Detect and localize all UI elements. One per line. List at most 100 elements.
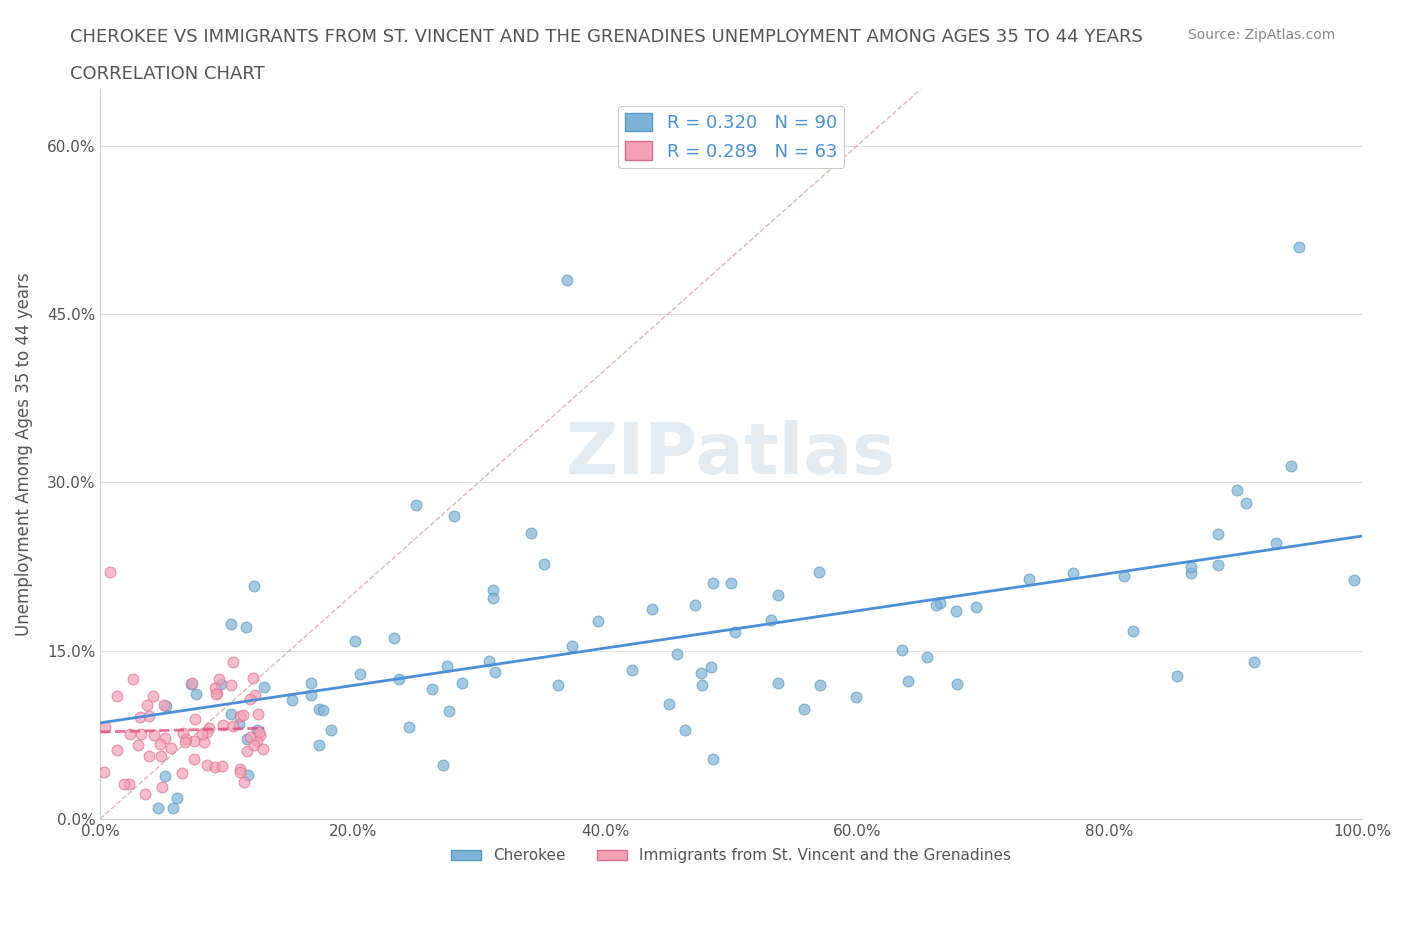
Immigrants from St. Vincent and the Grenadines [155,730,177,745]
Immigrants from St. Vincent and the Grenadines [129,710,152,724]
Cherokee [555,272,578,287]
Immigrants from St. Vincent and the Grenadines [184,711,207,726]
Immigrants from St. Vincent and the Grenadines [183,734,205,749]
Immigrants from St. Vincent and the Grenadines [193,735,215,750]
Cherokee [641,602,664,617]
Immigrants from St. Vincent and the Grenadines [229,762,252,777]
Immigrants from St. Vincent and the Grenadines [204,681,226,696]
Cherokee [451,675,474,690]
Cherokee [1343,573,1365,588]
Immigrants from St. Vincent and the Grenadines [98,565,121,579]
Cherokee [917,649,939,664]
Cherokee [245,723,267,737]
Cherokee [547,677,569,692]
Cherokee [1018,571,1040,586]
Immigrants from St. Vincent and the Grenadines [138,709,160,724]
Immigrants from St. Vincent and the Grenadines [195,757,218,772]
Cherokee [319,723,342,737]
Immigrants from St. Vincent and the Grenadines [93,765,115,780]
Immigrants from St. Vincent and the Grenadines [174,732,197,747]
Immigrants from St. Vincent and the Grenadines [252,741,274,756]
Cherokee [1226,483,1249,498]
Cherokee [1208,526,1230,541]
Immigrants from St. Vincent and the Grenadines [190,726,212,741]
Cherokee [533,557,555,572]
Cherokee [166,790,188,805]
Immigrants from St. Vincent and the Grenadines [105,688,128,703]
Text: Source: ZipAtlas.com: Source: ZipAtlas.com [1188,28,1336,42]
Cherokee [891,643,914,658]
Cherokee [689,665,711,680]
Cherokee [484,664,506,679]
Cherokee [1206,558,1229,573]
Immigrants from St. Vincent and the Grenadines [229,764,252,779]
Cherokee [620,663,643,678]
Immigrants from St. Vincent and the Grenadines [239,692,262,707]
Immigrants from St. Vincent and the Grenadines [170,765,193,780]
Text: ZIPatlas: ZIPatlas [567,419,896,488]
Cherokee [1264,536,1286,551]
Cherokee [236,731,259,746]
Immigrants from St. Vincent and the Grenadines [195,724,218,739]
Immigrants from St. Vincent and the Grenadines [173,735,195,750]
Immigrants from St. Vincent and the Grenadines [204,760,226,775]
Immigrants from St. Vincent and the Grenadines [143,728,166,743]
Cherokee [432,758,454,773]
Immigrants from St. Vincent and the Grenadines [172,725,194,740]
Immigrants from St. Vincent and the Grenadines [235,743,257,758]
Cherokee [945,604,967,618]
Immigrants from St. Vincent and the Grenadines [219,677,242,692]
Cherokee [420,682,443,697]
Cherokee [243,578,266,593]
Immigrants from St. Vincent and the Grenadines [160,741,183,756]
Immigrants from St. Vincent and the Grenadines [136,698,159,712]
Cherokee [388,672,411,687]
Immigrants from St. Vincent and the Grenadines [242,671,264,685]
Cherokee [1288,239,1310,254]
Cherokee [280,693,302,708]
Cherokee [946,677,969,692]
Cherokee [702,751,724,766]
Cherokee [761,613,783,628]
Immigrants from St. Vincent and the Grenadines [249,727,271,742]
Immigrants from St. Vincent and the Grenadines [208,671,231,686]
Immigrants from St. Vincent and the Grenadines [105,742,128,757]
Immigrants from St. Vincent and the Grenadines [142,688,165,703]
Cherokee [299,675,322,690]
Cherokee [148,800,170,815]
Immigrants from St. Vincent and the Grenadines [94,720,117,735]
Cherokee [219,706,242,721]
Cherokee [561,638,583,653]
Cherokee [1122,624,1144,639]
Immigrants from St. Vincent and the Grenadines [134,787,156,802]
Cherokee [1180,565,1202,580]
Immigrants from St. Vincent and the Grenadines [129,726,152,741]
Cherokee [436,658,458,673]
Y-axis label: Unemployment Among Ages 35 to 44 years: Unemployment Among Ages 35 to 44 years [15,272,32,636]
Immigrants from St. Vincent and the Grenadines [222,655,245,670]
Cherokee [808,565,831,579]
Immigrants from St. Vincent and the Grenadines [197,720,219,735]
Cherokee [793,702,815,717]
Immigrants from St. Vincent and the Grenadines [183,751,205,766]
Immigrants from St. Vincent and the Grenadines [222,719,245,734]
Cherokee [155,698,177,713]
Immigrants from St. Vincent and the Grenadines [246,734,269,749]
Cherokee [808,677,831,692]
Cherokee [153,768,176,783]
Immigrants from St. Vincent and the Grenadines [205,686,228,701]
Cherokee [439,703,461,718]
Cherokee [481,591,503,605]
Immigrants from St. Vincent and the Grenadines [149,737,172,752]
Cherokee [720,576,742,591]
Immigrants from St. Vincent and the Grenadines [211,759,233,774]
Cherokee [1234,496,1257,511]
Legend: Cherokee, Immigrants from St. Vincent and the Grenadines: Cherokee, Immigrants from St. Vincent an… [444,843,1018,870]
Cherokee [690,678,713,693]
Immigrants from St. Vincent and the Grenadines [233,775,256,790]
Cherokee [478,653,501,668]
Immigrants from St. Vincent and the Grenadines [239,730,262,745]
Cherokee [299,688,322,703]
Cherokee [184,686,207,701]
Immigrants from St. Vincent and the Grenadines [112,777,135,791]
